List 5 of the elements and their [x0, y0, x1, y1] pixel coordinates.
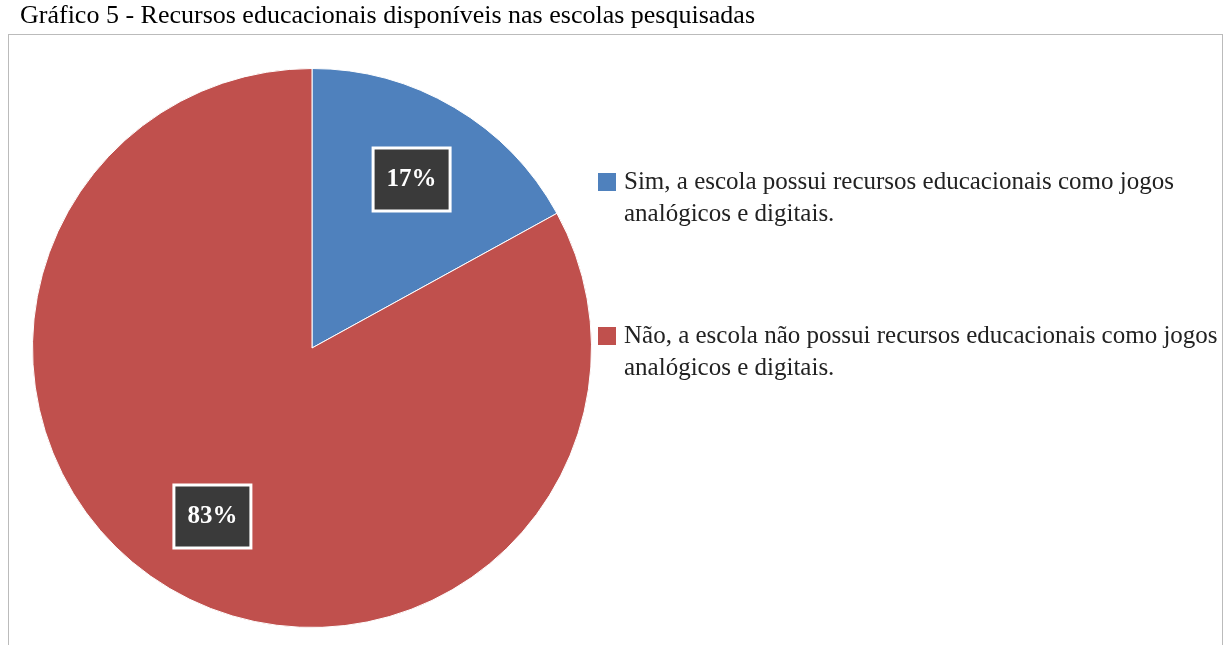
chart-title: Gráfico 5 - Recursos educacionais disponíveis nas escolas pesquisadas [20, 0, 756, 30]
legend-label: Sim, a escola possui recursos educacionais como jogos analógicos e digitais. [623, 166, 1175, 228]
data-label: 17% [386, 164, 437, 192]
data-label: 83% [187, 500, 238, 528]
legend-label: Não, a escola não possui recursos educacionais como jogos analógicos e digitais. [623, 320, 1218, 382]
